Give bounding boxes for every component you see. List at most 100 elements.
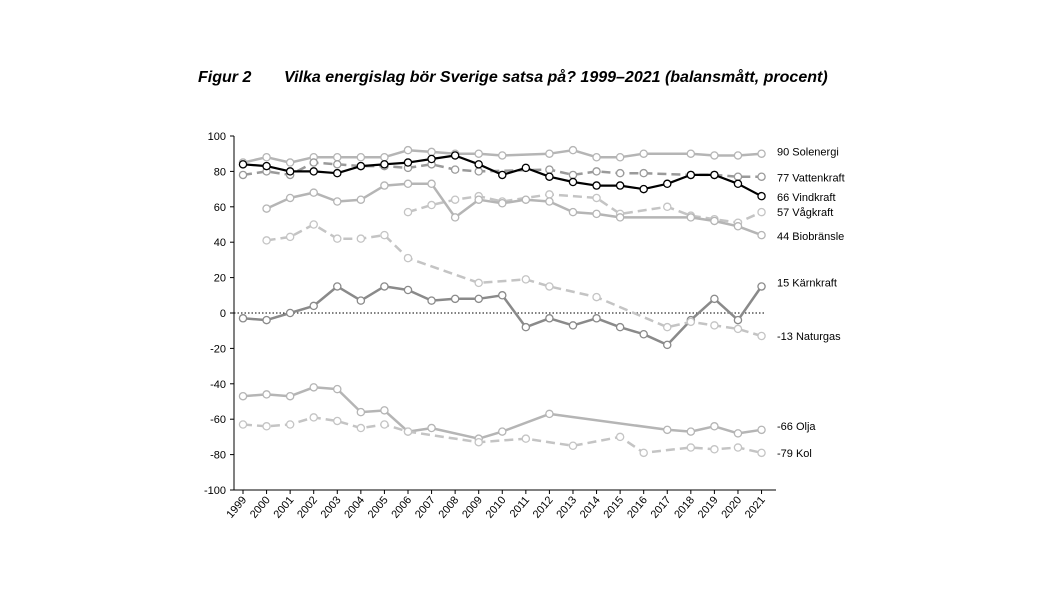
data-point-k-rnkraft <box>380 282 389 291</box>
data-point-solenergi <box>639 149 648 158</box>
data-point-vindkraft <box>474 160 483 169</box>
data-point-k-rnkraft <box>238 314 248 323</box>
data-point-vindkraft <box>285 167 295 176</box>
data-point-solenergi <box>356 152 366 162</box>
data-point-solenergi <box>568 145 578 155</box>
data-point-vindkraft <box>309 167 318 176</box>
data-point-biobr-nsle <box>474 195 483 204</box>
x-tick-label: 2014 <box>578 494 603 520</box>
data-point-vindkraft <box>521 163 531 173</box>
data-point-v-gkraft <box>403 207 413 217</box>
data-point-naturgas <box>663 322 672 332</box>
data-point-naturgas <box>757 331 766 341</box>
data-point-k-rnkraft <box>639 329 648 339</box>
data-point-k-rnkraft <box>733 315 743 325</box>
data-point-olja <box>285 391 295 401</box>
data-point-kol <box>521 434 531 443</box>
x-tick-label: 2013 <box>554 494 579 520</box>
data-point-solenergi <box>733 151 743 160</box>
data-point-olja <box>380 406 389 415</box>
data-point-vindkraft <box>262 161 271 171</box>
data-point-olja <box>686 427 696 436</box>
data-point-v-gkraft <box>663 202 672 212</box>
data-point-vindkraft <box>733 179 743 189</box>
data-point-olja <box>733 429 743 438</box>
data-point-olja <box>663 425 672 435</box>
data-point-olja <box>710 422 719 431</box>
x-tick-label: 2012 <box>531 494 556 520</box>
data-point-kol <box>238 420 248 429</box>
data-point-kol <box>568 441 578 450</box>
x-tick-label: 2007 <box>413 494 438 520</box>
data-point-naturgas <box>686 317 696 327</box>
end-label-olja: -66 Olja <box>777 421 816 433</box>
figure-title: Vilka energislag bör Sverige satsa på? 1… <box>284 69 828 86</box>
y-tick-label: -20 <box>210 343 226 355</box>
y-tick-label: 100 <box>208 131 226 143</box>
data-point-solenergi <box>333 152 342 162</box>
x-tick-label: 2019 <box>696 494 721 520</box>
data-point-biobr-nsle <box>710 216 719 226</box>
data-point-k-rnkraft <box>450 294 460 304</box>
data-point-naturgas <box>545 282 554 291</box>
y-tick-label: 80 <box>214 166 226 178</box>
data-point-naturgas <box>333 234 342 243</box>
x-tick-label: 2016 <box>625 494 650 520</box>
data-point-k-rnkraft <box>333 282 342 291</box>
data-point-kol <box>333 416 342 426</box>
data-point-vattenkraft <box>309 158 318 167</box>
data-point-kol <box>262 422 271 431</box>
data-point-olja <box>333 384 342 394</box>
data-point-vindkraft <box>498 170 507 180</box>
data-point-solenergi <box>474 149 483 158</box>
data-point-biobr-nsle <box>686 213 696 222</box>
data-point-naturgas <box>262 236 271 245</box>
data-point-k-rnkraft <box>615 322 625 332</box>
data-point-kol <box>474 437 483 447</box>
end-label-biobr-nsle: 44 Biobränsle <box>777 231 844 243</box>
end-label-v-gkraft: 57 Vågkraft <box>777 207 833 219</box>
data-point-biobr-nsle <box>262 204 271 213</box>
data-point-olja <box>427 423 436 433</box>
data-point-biobr-nsle <box>333 197 342 206</box>
data-point-naturgas <box>733 324 743 334</box>
data-point-v-gkraft <box>427 200 436 210</box>
y-tick-label: -40 <box>210 379 226 391</box>
data-point-vattenkraft <box>639 168 648 178</box>
data-point-naturgas <box>403 253 413 263</box>
data-point-v-gkraft <box>450 195 460 204</box>
data-point-kol <box>710 445 719 454</box>
y-tick-label: 20 <box>214 273 226 285</box>
data-point-biobr-nsle <box>285 193 295 203</box>
data-point-solenergi <box>285 158 295 167</box>
data-point-vattenkraft <box>615 168 625 178</box>
x-tick-label: 2017 <box>649 494 674 520</box>
end-label-kol: -79 Kol <box>777 448 812 460</box>
data-point-kol <box>615 432 625 442</box>
end-label-naturgas: -13 Naturgas <box>777 331 841 343</box>
series-line-biobr-nsle <box>266 182 762 237</box>
data-point-vindkraft <box>333 168 342 178</box>
data-point-k-rnkraft <box>309 301 318 311</box>
data-point-vindkraft <box>427 154 436 164</box>
series-line-naturgas <box>266 223 762 338</box>
data-point-vindkraft <box>710 170 719 180</box>
data-point-k-rnkraft <box>757 282 766 291</box>
data-point-kol <box>285 420 295 429</box>
data-point-solenergi <box>545 149 554 158</box>
data-point-vattenkraft <box>733 172 743 181</box>
data-point-olja <box>262 390 271 399</box>
data-point-olja <box>238 391 248 401</box>
data-point-naturgas <box>592 292 601 302</box>
data-point-olja <box>309 383 318 392</box>
data-point-biobr-nsle <box>757 230 766 240</box>
data-point-k-rnkraft <box>403 285 413 295</box>
data-point-biobr-nsle <box>309 188 318 197</box>
x-tick-label: 2020 <box>719 494 744 520</box>
data-point-biobr-nsle <box>568 207 578 217</box>
data-point-k-rnkraft <box>521 322 531 332</box>
data-point-naturgas <box>309 220 318 229</box>
y-tick-label: -80 <box>210 450 226 462</box>
data-point-biobr-nsle <box>733 222 743 231</box>
